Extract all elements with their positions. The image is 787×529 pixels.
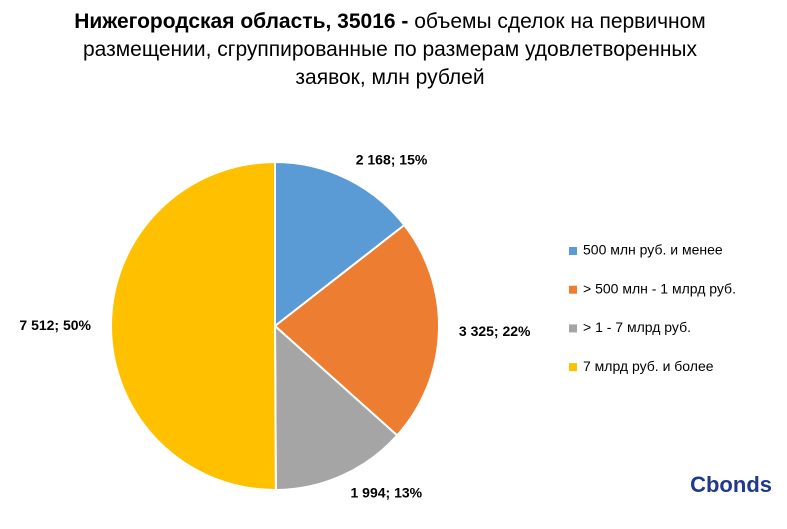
chart-title: Нижегородская область, 35016 - объемы сд… xyxy=(60,8,720,92)
legend-swatch xyxy=(569,363,577,372)
legend-swatch xyxy=(569,324,577,333)
legend-swatch xyxy=(569,247,577,255)
pie-slice xyxy=(273,223,440,437)
data-label: 3 325; 22% xyxy=(459,323,531,339)
data-label: 1 994; 13% xyxy=(351,484,423,500)
pie-slice xyxy=(273,323,399,492)
pie-slice xyxy=(110,160,277,491)
data-label: 2 168; 15% xyxy=(356,151,428,167)
legend-swatch xyxy=(569,285,577,294)
title-bold: Нижегородская область, 35016 - xyxy=(74,10,409,33)
data-label: 7 512; 50% xyxy=(19,317,91,333)
logo: Cbonds xyxy=(690,472,772,497)
legend-label: 7 млрд руб. и более xyxy=(583,358,714,374)
legend-label: > 1 - 7 млрд руб. xyxy=(583,319,691,335)
title-text: объемы сделок на первичном размещении, с… xyxy=(82,10,706,89)
legend-label: > 500 млн - 1 млрд руб. xyxy=(583,280,736,296)
legend-label: 500 млн руб. и менее xyxy=(583,242,723,258)
pie-slice xyxy=(274,160,406,329)
